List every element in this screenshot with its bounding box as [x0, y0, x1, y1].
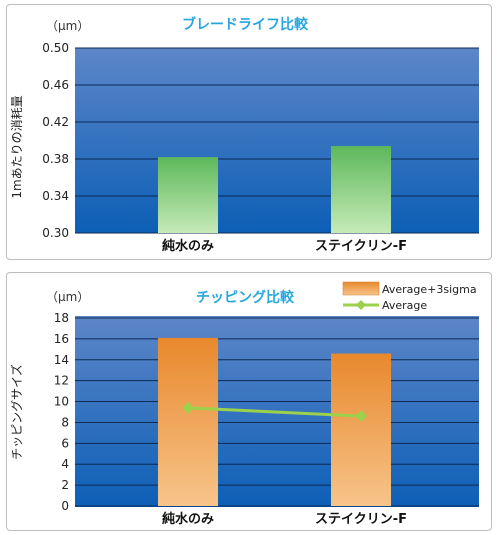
y-tick-label: 12 — [54, 374, 69, 388]
y-tick-label: 4 — [61, 457, 69, 471]
plot-area — [75, 48, 479, 233]
y-tick-label: 0.30 — [42, 226, 69, 240]
chart-panel-chipping: （μm） チッピング比較 チッピングサイズ Average+3sigma Ave… — [6, 272, 492, 531]
x-tick-label: ステイクリン-F — [315, 512, 407, 527]
bar — [331, 353, 391, 506]
legend: Average+3sigma Average — [342, 281, 477, 312]
y-axis-label: チッピングサイズ — [9, 364, 24, 460]
y-tick-label: 0.34 — [42, 189, 69, 203]
bar — [158, 157, 218, 233]
legend-label-average: Average — [382, 299, 427, 312]
y-axis-label: 1mあたりの消耗量 — [10, 95, 24, 198]
y-tick-label: 0.46 — [42, 78, 69, 92]
line-point — [355, 410, 367, 423]
legend-marker-average — [356, 300, 366, 310]
chart-title: チッピング比較 — [196, 289, 295, 306]
line-point — [182, 401, 194, 414]
x-tick-label: 純水のみ — [162, 511, 214, 527]
y-tick-label: 0.38 — [42, 152, 69, 166]
blade-life-chart: （μm） ブレードライフ比較 1mあたりの消耗量 0.30 0.34 0.38 0.4… — [10, 16, 479, 254]
y-tick-label: 18 — [54, 311, 69, 325]
y-tick-label: 8 — [61, 415, 69, 429]
bar — [158, 337, 218, 506]
series-line-average — [187, 406, 362, 418]
y-tick-label: 2 — [61, 478, 69, 492]
x-tick-label: 純水のみ — [162, 238, 214, 254]
y-tick-label: 6 — [61, 436, 69, 450]
y-tick-label: 0.50 — [42, 41, 69, 55]
unit-label: （μm） — [46, 19, 89, 33]
y-tick-label: 16 — [54, 332, 69, 346]
legend-label-average-3sigma: Average+3sigma — [382, 283, 477, 296]
y-tick-label: 10 — [54, 395, 69, 409]
chipping-chart: （μm） チッピング比較 チッピングサイズ Average+3sigma Ave… — [9, 281, 479, 527]
chart-title: ブレードライフ比較 — [182, 16, 309, 33]
bar — [331, 146, 391, 233]
y-tick-label: 0 — [61, 499, 69, 513]
x-tick-label: ステイクリン-F — [315, 239, 407, 254]
unit-label: （μm） — [46, 290, 89, 304]
chart-panel-blade-life: （μm） ブレードライフ比較 1mあたりの消耗量 0.30 0.34 0.38 0.4… — [6, 4, 492, 260]
y-tick-label: 0.42 — [42, 115, 69, 129]
legend-swatch-average-3sigma — [342, 281, 380, 296]
y-tick-label: 14 — [54, 353, 69, 367]
